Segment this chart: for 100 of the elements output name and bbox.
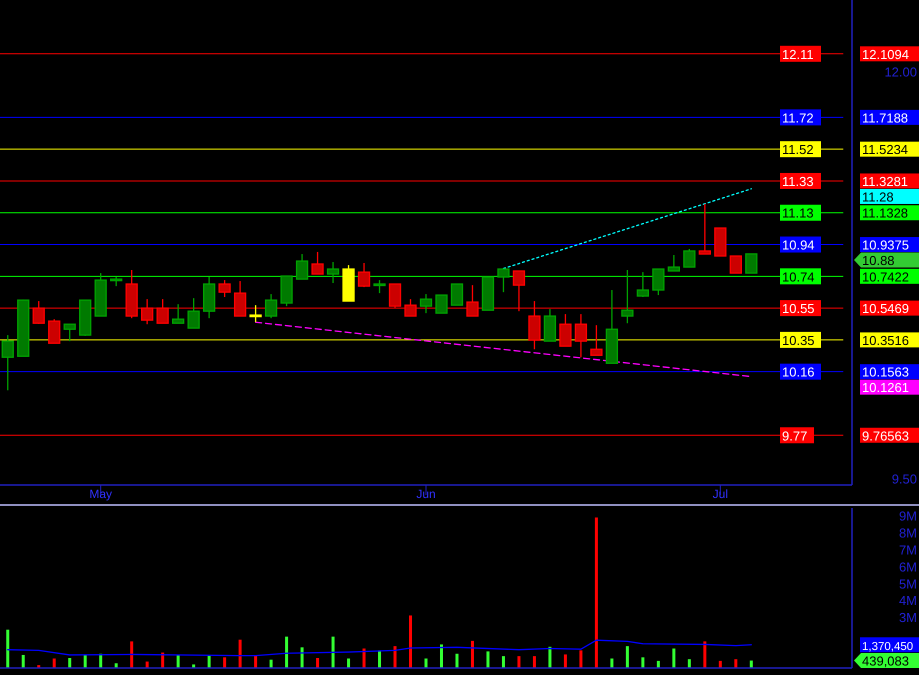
candlestick bbox=[373, 279, 386, 294]
text: 11.3281 bbox=[862, 174, 908, 189]
bar bbox=[6, 630, 10, 668]
bar bbox=[223, 657, 226, 668]
candlestick bbox=[698, 203, 711, 255]
ref-line-label: 10.55 bbox=[782, 301, 815, 316]
candlestick bbox=[326, 261, 340, 284]
y-tick-label: 7M bbox=[898, 542, 917, 558]
text: 11.28 bbox=[862, 189, 894, 204]
bar bbox=[362, 648, 366, 668]
bar bbox=[626, 646, 629, 668]
bar bbox=[610, 658, 614, 668]
candlestick bbox=[264, 293, 278, 319]
candlestick bbox=[110, 276, 122, 287]
text: 11.5234 bbox=[862, 142, 908, 158]
text: 9.76563 bbox=[862, 428, 909, 444]
ref-line-label: 10.74 bbox=[782, 269, 815, 284]
y-tick-label: 12.00 bbox=[884, 64, 917, 80]
y-tick-label: 5M bbox=[898, 576, 917, 592]
candlestick bbox=[745, 253, 758, 274]
bar bbox=[440, 644, 443, 668]
bar bbox=[130, 641, 134, 668]
text: 10.88 bbox=[862, 253, 895, 268]
candlestick bbox=[311, 251, 324, 275]
bar bbox=[68, 658, 72, 668]
text: 11.7188 bbox=[862, 110, 908, 126]
x-tick-label: Jun bbox=[416, 487, 436, 501]
text: 10.9375 bbox=[862, 238, 909, 253]
candlestick bbox=[172, 304, 184, 324]
line-series bbox=[7, 640, 752, 656]
candlestick bbox=[559, 313, 572, 347]
bar bbox=[394, 646, 397, 668]
candlestick bbox=[218, 279, 231, 298]
bar bbox=[594, 517, 598, 668]
bar bbox=[486, 651, 490, 668]
candlestick bbox=[358, 262, 370, 288]
bar bbox=[238, 640, 242, 668]
text: 10.7422 bbox=[862, 269, 909, 284]
bar bbox=[270, 660, 273, 668]
ref-line-label: 11.33 bbox=[782, 174, 814, 189]
bar bbox=[254, 656, 258, 668]
bar bbox=[208, 656, 211, 668]
bar bbox=[548, 646, 552, 668]
bar bbox=[750, 660, 753, 668]
y-tick-label: 8M bbox=[898, 525, 917, 540]
text: 1,370,450 bbox=[862, 640, 914, 653]
ref-line-label: 11.13 bbox=[782, 206, 814, 221]
candlestick bbox=[249, 304, 262, 323]
x-tick-label: May bbox=[89, 487, 112, 501]
candlestick bbox=[683, 248, 696, 268]
candlestick bbox=[652, 268, 665, 296]
ref-line-label: 11.72 bbox=[782, 110, 814, 126]
y-tick-label: 6M bbox=[898, 559, 917, 574]
candlestick bbox=[574, 313, 588, 358]
bar bbox=[718, 660, 722, 668]
candlestick bbox=[668, 254, 680, 272]
y-tick-label: 9.50 bbox=[892, 471, 917, 486]
candlestick bbox=[187, 298, 200, 329]
candlestick bbox=[590, 324, 603, 356]
candlestick bbox=[450, 283, 464, 306]
bar bbox=[285, 636, 288, 668]
bar bbox=[641, 657, 644, 668]
bar bbox=[176, 654, 180, 668]
bar bbox=[52, 658, 56, 668]
candlestick bbox=[420, 293, 432, 314]
bar bbox=[672, 648, 676, 668]
bar bbox=[84, 654, 87, 668]
bar bbox=[656, 660, 660, 668]
bar bbox=[470, 640, 474, 668]
candlestick bbox=[435, 294, 448, 314]
bar bbox=[378, 650, 382, 668]
candlestick bbox=[2, 334, 14, 391]
y-tick-label: 4M bbox=[898, 593, 917, 608]
ref-line-label: 10.35 bbox=[782, 332, 815, 348]
bar bbox=[409, 615, 412, 668]
candlestick bbox=[64, 324, 76, 342]
ref-line-label: 12.11 bbox=[782, 46, 814, 62]
bar bbox=[734, 659, 738, 668]
bar bbox=[532, 656, 536, 668]
text: 10.5469 bbox=[862, 301, 909, 316]
text: 10.1563 bbox=[862, 364, 909, 380]
text: 12.1094 bbox=[862, 46, 909, 62]
candlestick bbox=[48, 318, 60, 344]
ref-line-label: 11.52 bbox=[782, 142, 814, 158]
y-tick-label: 9M bbox=[898, 508, 917, 524]
bar bbox=[300, 647, 304, 668]
text: 10.3516 bbox=[862, 332, 909, 348]
bar bbox=[517, 656, 520, 668]
text: 439,083 bbox=[862, 654, 909, 669]
bar bbox=[688, 659, 691, 668]
bar bbox=[22, 654, 25, 668]
bar bbox=[455, 654, 458, 668]
bar bbox=[347, 658, 350, 668]
text: 11.1328 bbox=[862, 206, 908, 221]
text: 10.1261 bbox=[862, 380, 909, 396]
bar bbox=[579, 650, 582, 668]
bar bbox=[703, 641, 706, 668]
ref-line-label: 9.77 bbox=[782, 428, 808, 444]
candlestick bbox=[621, 269, 634, 324]
y-tick-label: 3M bbox=[898, 610, 917, 626]
